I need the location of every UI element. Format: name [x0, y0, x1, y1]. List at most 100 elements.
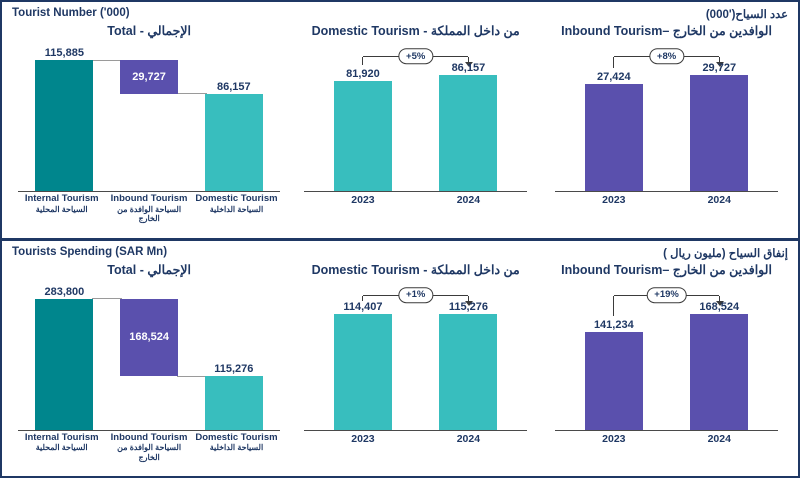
bracket-tick	[361, 295, 363, 301]
bar-column: 115,276	[416, 301, 521, 430]
bar-2023	[333, 80, 392, 191]
category-internal-tourism: Internal Tourism السياحة المحلية	[24, 193, 99, 214]
bar-2024	[690, 313, 749, 430]
bar-2024	[690, 75, 749, 191]
arrow-down-icon	[464, 62, 473, 67]
bracket-tick	[468, 57, 470, 62]
arrow-down-icon	[715, 62, 724, 67]
bracket-tick	[719, 295, 721, 301]
bar-value-label: 115,885	[44, 47, 84, 59]
bar-internal-tourism	[35, 298, 94, 430]
waterfall-connector	[92, 298, 122, 299]
category-domestic-tourism: Domestic Tourism السياحة الداخلية	[195, 193, 278, 214]
growth-bracket: +5%	[361, 48, 473, 67]
chart-title: Inbound Tourism– الوافدين من الخارج	[561, 262, 772, 277]
category-2023: 2023	[351, 194, 375, 206]
bar-2023	[584, 84, 643, 191]
chart-title: Domestic Tourism - من داخل المملكة	[311, 262, 520, 277]
bracket-tick	[612, 57, 614, 68]
growth-badge: +5%	[398, 48, 434, 65]
waterfall-connector	[177, 93, 207, 95]
panel-header: Tourists Spending (SAR Mn) إنفاق السياح …	[2, 241, 798, 261]
bar-value-label: 29,727	[702, 62, 737, 74]
arrow-down-icon	[715, 300, 724, 306]
category-2024: 2024	[456, 194, 481, 206]
category-2024: 2024	[707, 194, 731, 206]
bar-internal-tourism	[35, 60, 94, 191]
waterfall-column: 29,727	[107, 60, 192, 191]
chart-tourists-spending-total: Total - الإجمالي 283,800 168,524 115,	[8, 261, 290, 477]
bar-inbound-tourism: 29,727	[120, 60, 179, 94]
bar-column: 168,524	[667, 301, 772, 430]
bar-value-label: 168,524	[129, 331, 169, 344]
category-inbound-tourism: Inbound Tourism السياحة الوافدة من الخار…	[110, 193, 188, 224]
category-2024: 2024	[707, 432, 731, 445]
bar-2023	[584, 332, 643, 430]
panel-title-ar: عدد السياح('000)	[705, 9, 788, 21]
bar-value-label: 81,920	[346, 67, 380, 80]
chart-title: Total - الإجمالي	[107, 24, 191, 38]
bar-value-label: 86,157	[451, 62, 486, 74]
bar-2024	[439, 313, 498, 430]
growth-bracket: +19%	[612, 286, 724, 317]
bar-column: 27,424	[561, 71, 666, 191]
bar-inbound-tourism: 168,524	[120, 298, 179, 377]
bar-2024	[439, 75, 498, 191]
category-2023: 2023	[351, 432, 375, 445]
category-domestic-tourism: Domestic Tourism السياحة الداخلية	[195, 431, 278, 453]
plot-area: +8% 27,424 29,727	[561, 45, 772, 191]
growth-bracket: +1%	[361, 286, 473, 306]
category-labels: 2023 2024	[310, 192, 521, 206]
bar-value-label: 141,234	[593, 319, 634, 332]
category-2023: 2023	[602, 432, 626, 445]
waterfall-column: 168,524	[107, 298, 192, 430]
charts-row: Total - الإجمالي 283,800 168,524 115,	[2, 261, 798, 477]
bar-domestic-tourism	[204, 93, 263, 191]
bar-value-label: 114,407	[343, 301, 383, 314]
plot-area: 283,800 168,524 115,276	[22, 284, 276, 430]
waterfall-column: 86,157	[191, 81, 276, 191]
waterfall-column: 283,800	[22, 286, 107, 430]
category-2024: 2024	[456, 432, 481, 445]
growth-badge: +1%	[398, 286, 434, 303]
chart-title: Inbound Tourism– الوافدين من الخارج	[561, 24, 772, 38]
bar-value-label: 168,524	[699, 300, 740, 313]
x-axis-line	[304, 429, 528, 431]
chart-title: Total - الإجمالي	[107, 262, 191, 277]
charts-row: Total - الإجمالي 115,885 29,727 86,15	[2, 22, 798, 238]
growth-badge: +8%	[648, 48, 685, 65]
plot-area: +19% 141,234 168,524	[561, 284, 772, 430]
chart-title: Domestic Tourism - من داخل المملكة	[311, 24, 520, 38]
bar-value-label: 283,800	[44, 285, 85, 298]
bar-value-label: 115,276	[214, 363, 254, 376]
x-axis-line	[18, 191, 281, 192]
bracket-tick	[468, 295, 470, 301]
panel-title-en: Tourist Number ('000)	[12, 7, 130, 19]
category-2023: 2023	[602, 194, 626, 206]
waterfall-column: 115,885	[22, 47, 107, 191]
waterfall-connector	[92, 59, 122, 61]
bracket-tick	[361, 57, 363, 65]
bar-value-label: 27,424	[597, 71, 631, 83]
category-internal-tourism: Internal Tourism السياحة المحلية	[24, 431, 99, 453]
waterfall-column: 115,276	[191, 363, 276, 430]
bar-column: 141,234	[561, 319, 666, 430]
panel-divider	[2, 237, 798, 241]
bar-value-label: 115,276	[448, 300, 488, 313]
category-labels: Internal Tourism السياحة المحلية Inbound…	[18, 431, 280, 462]
x-axis-line	[304, 191, 528, 192]
bar-value-label: 86,157	[217, 80, 251, 93]
panel-tourists-spending: Tourists Spending (SAR Mn) إنفاق السياح …	[2, 241, 798, 477]
category-labels: Internal Tourism السياحة المحلية Inbound…	[18, 193, 280, 224]
panel-tourist-number: Tourist Number ('000) عدد السياح('000) T…	[2, 2, 798, 238]
bar-2023	[333, 314, 392, 430]
panel-title-ar: إنفاق السياح (مليون ريال )	[663, 247, 788, 260]
bar-column: 81,920	[310, 68, 415, 191]
bar-value-label: 29,727	[132, 70, 166, 83]
bar-column: 29,727	[667, 62, 772, 191]
arrow-down-icon	[464, 300, 473, 306]
chart-tourists-spending-domestic: Domestic Tourism - من داخل المملكة +1% 1…	[290, 261, 541, 477]
chart-tourist-number-inbound: Inbound Tourism– الوافدين من الخارج +8% …	[541, 22, 792, 238]
chart-tourist-number-total: Total - الإجمالي 115,885 29,727 86,15	[8, 22, 290, 238]
